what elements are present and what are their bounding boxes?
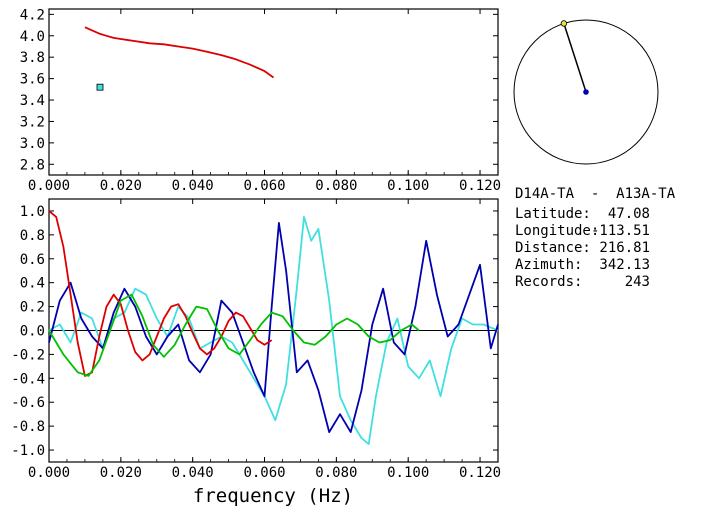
upper-y-tick-label: 4.0 xyxy=(20,29,45,45)
upper-series xyxy=(84,26,275,91)
lower-x-tick-label: 0.080 xyxy=(315,465,357,481)
lower-ticks: 0.000 0.020 0.040 0.060 0.080 0.100 0.120 1.0 0.… xyxy=(11,199,501,481)
upper-x-tick-label: 0.000 xyxy=(28,178,70,194)
lower-x-tick-label: 0.020 xyxy=(100,465,142,481)
lower-x-tick-label: 0.040 xyxy=(172,465,214,481)
lower-y-tick-label: 0.2 xyxy=(20,300,45,316)
upper-x-tick-label: 0.060 xyxy=(243,178,285,194)
info-label-distance: Distance: xyxy=(515,240,591,256)
upper-panel: 0.000 0.020 0.040 0.060 0.080 0.100 0.120 2.8 3.… xyxy=(20,7,501,194)
upper-y-tick-label: 2.8 xyxy=(20,157,45,173)
info-label-latitude: Latitude: xyxy=(515,206,591,222)
lower-series xyxy=(48,210,499,446)
azimuth-circle xyxy=(513,19,659,165)
lower-series-line-3 xyxy=(48,293,420,377)
info-value-azimuth: 342.13 xyxy=(599,257,650,273)
azimuth-needle xyxy=(563,23,587,93)
upper-x-tick-label: 0.120 xyxy=(459,178,501,194)
lower-x-tick-label: 0.060 xyxy=(243,465,285,481)
upper-y-tick-label: 3.4 xyxy=(20,93,45,109)
station-info: D14A-TA - A13A-TA Latitude: 47.08 Longit… xyxy=(515,186,676,290)
upper-y-tick-label: 4.2 xyxy=(20,7,45,23)
lower-panel: 0.000 0.020 0.040 0.060 0.080 0.100 0.120 1.0 0.… xyxy=(11,198,501,507)
upper-x-tick-label: 0.080 xyxy=(315,178,357,194)
info-value-latitude: 47.08 xyxy=(608,206,650,222)
upper-y-tick-label: 3.2 xyxy=(20,114,45,130)
lower-x-tick-label: 0.100 xyxy=(387,465,429,481)
lower-y-tick-label: -0.8 xyxy=(11,419,45,435)
azimuth-center-dot xyxy=(583,89,589,95)
azimuth-inset xyxy=(513,19,659,165)
info-value-distance: 216.81 xyxy=(599,240,650,256)
lower-y-tick-label: 0.8 xyxy=(20,228,45,244)
lower-y-tick-label: 0.0 xyxy=(20,324,45,340)
info-label-azimuth: Azimuth: xyxy=(515,257,582,273)
info-value-records: 243 xyxy=(625,274,650,290)
lower-y-tick-label: 0.6 xyxy=(20,252,45,268)
azimuth-needle-tip xyxy=(560,20,568,27)
lower-series-line-1 xyxy=(48,221,499,434)
lower-y-tick-label: 0.4 xyxy=(20,276,45,292)
upper-y-tick-label: 3.6 xyxy=(20,72,45,88)
info-value-longitude: -113.51 xyxy=(591,223,650,239)
lower-y-tick-label: -0.2 xyxy=(11,347,45,363)
upper-ticks: 0.000 0.020 0.040 0.060 0.080 0.100 0.120 2.8 3.… xyxy=(20,7,501,194)
lower-y-tick-label: 1.0 xyxy=(20,204,45,220)
upper-y-tick-label: 3.8 xyxy=(20,50,45,66)
lower-x-tick-label: 0.000 xyxy=(28,465,70,481)
lower-series-line-0 xyxy=(48,215,499,446)
lower-y-tick-label: -0.6 xyxy=(11,395,45,411)
info-label-records: Records: xyxy=(515,274,582,290)
info-label-longitude: Longitude: xyxy=(515,223,599,239)
upper-x-tick-label: 0.020 xyxy=(100,178,142,194)
upper-x-tick-label: 0.040 xyxy=(172,178,214,194)
upper-series-line-0 xyxy=(84,26,275,79)
lower-y-tick-label: -1.0 xyxy=(11,443,45,459)
lower-y-tick-label: -0.4 xyxy=(11,371,45,387)
upper-plot-frame xyxy=(48,8,499,176)
upper-y-tick-label: 3.0 xyxy=(20,136,45,152)
upper-marker-0 xyxy=(96,83,104,91)
upper-x-tick-label: 0.100 xyxy=(387,178,429,194)
station-pair-title: D14A-TA - A13A-TA xyxy=(515,186,676,202)
x-axis-title: frequency (Hz) xyxy=(193,485,353,507)
lower-x-tick-label: 0.120 xyxy=(459,465,501,481)
